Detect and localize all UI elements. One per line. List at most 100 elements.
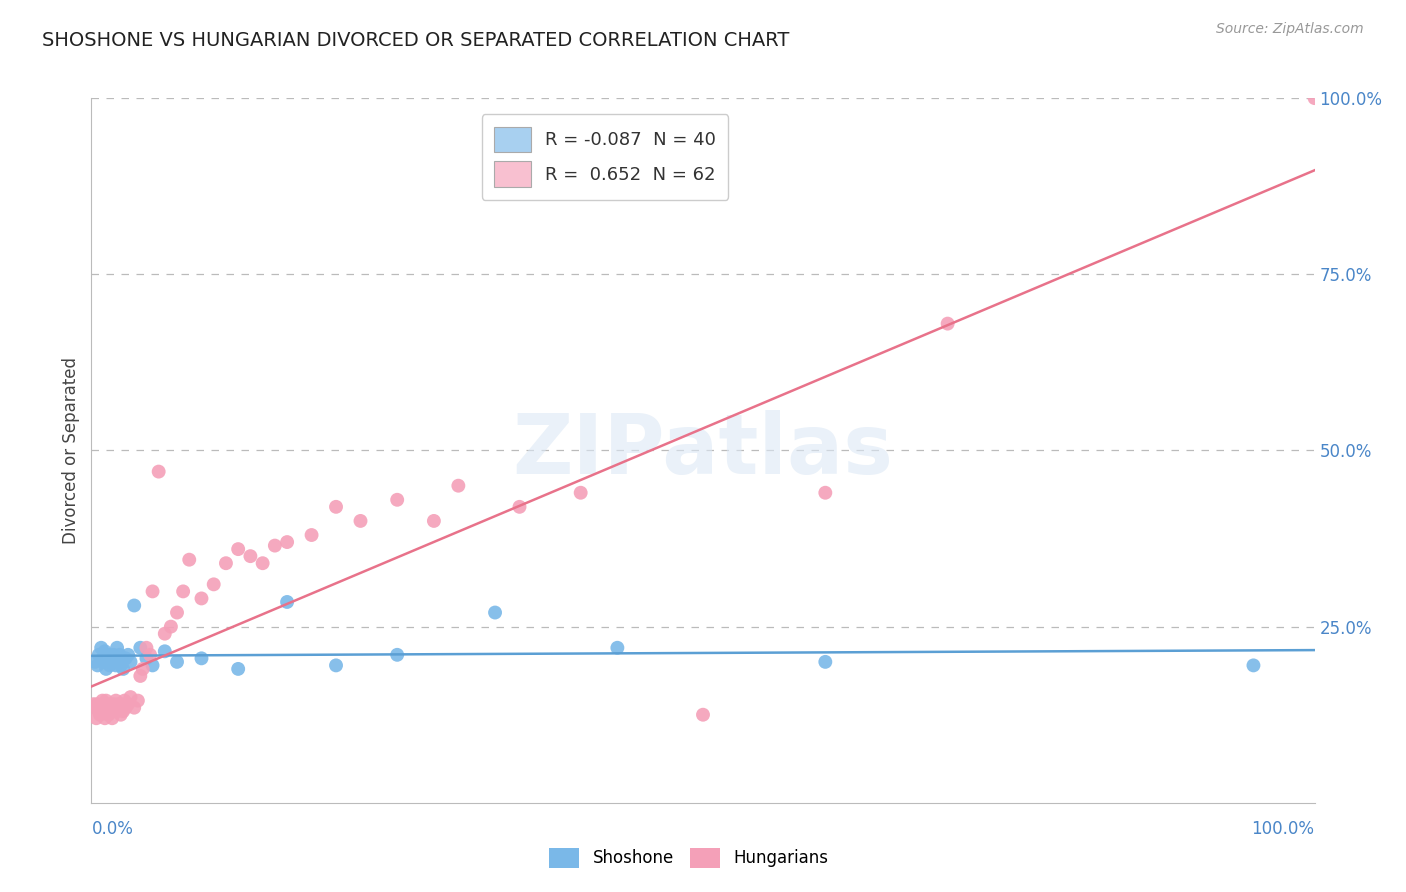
Point xyxy=(1243,658,1265,673)
Point xyxy=(110,658,132,673)
Point xyxy=(141,584,163,599)
Point xyxy=(166,655,188,669)
Y-axis label: Divorced or Separated: Divorced or Separated xyxy=(62,357,80,544)
Point xyxy=(103,648,125,662)
Text: SHOSHONE VS HUNGARIAN DIVORCED OR SEPARATED CORRELATION CHART: SHOSHONE VS HUNGARIAN DIVORCED OR SEPARA… xyxy=(42,31,790,50)
Point xyxy=(96,704,118,718)
Text: ZIPatlas: ZIPatlas xyxy=(513,410,893,491)
Legend: R = -0.087  N = 40, R =  0.652  N = 62: R = -0.087 N = 40, R = 0.652 N = 62 xyxy=(482,114,728,200)
Point xyxy=(89,707,111,722)
Point xyxy=(112,662,135,676)
Point xyxy=(97,707,120,722)
Point xyxy=(141,658,163,673)
Point xyxy=(252,556,274,570)
Point xyxy=(112,704,135,718)
Point xyxy=(108,648,131,662)
Point xyxy=(139,648,162,662)
Point xyxy=(112,693,135,707)
Point xyxy=(202,577,225,591)
Point xyxy=(91,693,114,707)
Point xyxy=(814,485,837,500)
Point xyxy=(325,658,347,673)
Point xyxy=(93,655,115,669)
Point xyxy=(97,648,120,662)
Point xyxy=(100,655,122,669)
Point xyxy=(122,700,145,714)
Point xyxy=(108,700,131,714)
Point xyxy=(110,707,132,722)
Point xyxy=(120,655,142,669)
Point xyxy=(153,626,176,640)
Point xyxy=(84,700,107,714)
Point xyxy=(105,704,128,718)
Point xyxy=(160,620,183,634)
Point xyxy=(104,700,127,714)
Point xyxy=(385,648,409,662)
Point xyxy=(111,655,134,669)
Point xyxy=(111,697,134,711)
Point xyxy=(87,704,110,718)
Text: 100.0%: 100.0% xyxy=(1251,820,1315,838)
Text: 0.0%: 0.0% xyxy=(91,820,134,838)
Point xyxy=(90,700,112,714)
Point xyxy=(447,479,470,493)
Point xyxy=(96,651,118,665)
Point xyxy=(132,662,155,676)
Point xyxy=(172,584,194,599)
Point xyxy=(117,697,139,711)
Point xyxy=(325,500,347,514)
Point xyxy=(114,651,136,665)
Point xyxy=(190,591,212,606)
Point xyxy=(103,697,125,711)
Point xyxy=(84,655,107,669)
Point xyxy=(127,693,149,707)
Point xyxy=(101,651,124,665)
Point xyxy=(94,693,117,707)
Text: Source: ZipAtlas.com: Source: ZipAtlas.com xyxy=(1216,22,1364,37)
Point xyxy=(107,697,129,711)
Point xyxy=(86,658,108,673)
Point xyxy=(94,662,117,676)
Point xyxy=(349,514,371,528)
Point xyxy=(98,658,121,673)
Point xyxy=(104,693,127,707)
Point xyxy=(239,549,262,564)
Point xyxy=(83,697,105,711)
Point xyxy=(122,599,145,613)
Point xyxy=(226,542,249,557)
Point xyxy=(484,606,506,620)
Point xyxy=(129,640,152,655)
Point xyxy=(105,640,128,655)
Point xyxy=(101,711,124,725)
Point xyxy=(120,690,142,705)
Point xyxy=(814,655,837,669)
Point xyxy=(936,317,959,331)
Point xyxy=(301,528,323,542)
Point xyxy=(606,640,628,655)
Point xyxy=(87,648,110,662)
Point xyxy=(148,465,170,479)
Point xyxy=(276,595,298,609)
Point xyxy=(104,658,127,673)
Point xyxy=(129,669,152,683)
Point xyxy=(94,711,117,725)
Point xyxy=(98,697,121,711)
Point xyxy=(692,707,714,722)
Point xyxy=(226,662,249,676)
Point xyxy=(104,655,127,669)
Point xyxy=(385,492,409,507)
Point xyxy=(91,651,114,665)
Point xyxy=(264,539,287,553)
Point xyxy=(117,648,139,662)
Point xyxy=(215,556,238,570)
Point xyxy=(86,697,108,711)
Point xyxy=(423,514,446,528)
Point xyxy=(114,700,136,714)
Point xyxy=(100,700,122,714)
Legend: Shoshone, Hungarians: Shoshone, Hungarians xyxy=(543,841,835,875)
Point xyxy=(84,711,107,725)
Point xyxy=(94,644,117,658)
Point xyxy=(569,485,592,500)
Point xyxy=(107,651,129,665)
Point xyxy=(135,651,157,665)
